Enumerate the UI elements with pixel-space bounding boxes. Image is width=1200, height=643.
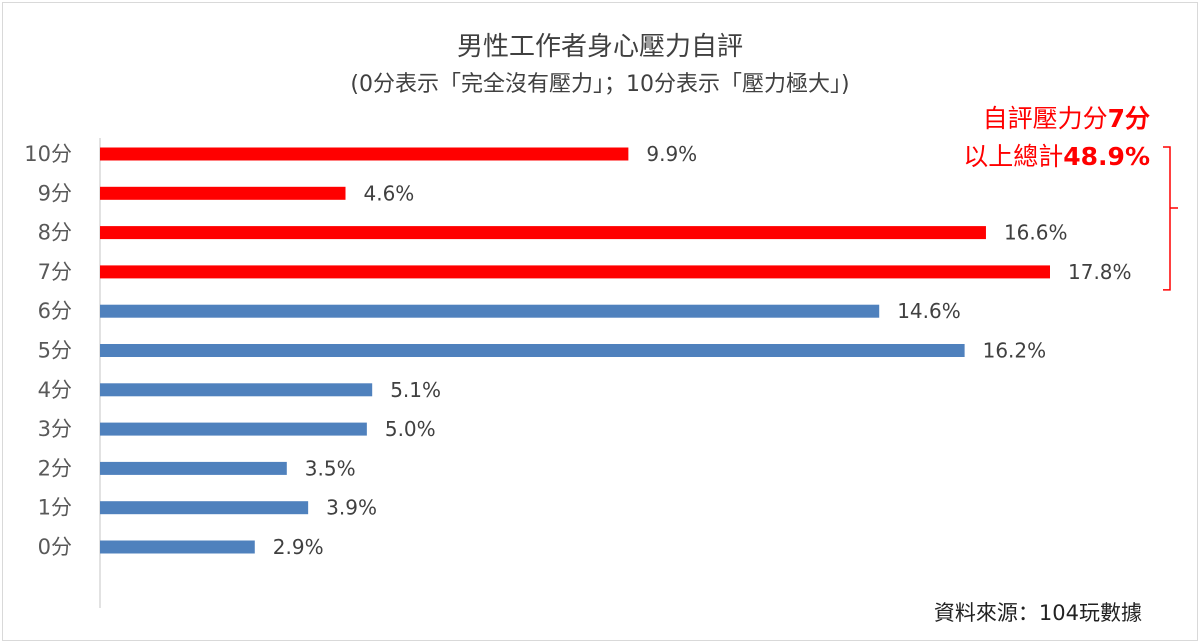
chart-title: 男性工作者身心壓力自評: [456, 32, 743, 62]
data-label: 16.2%: [983, 339, 1047, 363]
bar: [100, 226, 986, 240]
annotation-line-2-bold: 48.9%: [1063, 142, 1150, 171]
y-tick-label: 2分: [38, 456, 72, 480]
data-label: 3.9%: [326, 496, 377, 520]
y-tick-label: 7分: [38, 260, 72, 284]
y-tick-label: 10分: [24, 142, 72, 166]
y-tick-label: 5分: [38, 339, 72, 363]
annotation-line-1-text: 自評壓力分: [982, 104, 1108, 133]
highlight-bracket: [1163, 146, 1171, 291]
y-tick-label: 9分: [38, 181, 72, 205]
bar: [100, 147, 629, 161]
data-label: 14.6%: [897, 299, 961, 323]
y-tick-label: 4分: [38, 378, 72, 402]
bar: [100, 304, 880, 318]
bar: [100, 344, 965, 357]
data-label: 2.9%: [273, 535, 324, 559]
bar: [100, 383, 373, 397]
annotation-line-2-text: 以上總計: [963, 142, 1064, 171]
chart-subtitle: (0分表示「完全沒有壓力」；10分表示「壓力極大」): [350, 72, 850, 97]
y-tick-label: 6分: [38, 299, 72, 323]
bar: [100, 461, 287, 475]
bar: [100, 540, 255, 554]
data-label: 16.6%: [1004, 221, 1068, 245]
bar: [100, 186, 346, 200]
y-tick-label: 3分: [38, 417, 72, 441]
source-note: 資料來源：104玩數據: [933, 601, 1142, 625]
data-label: 17.8%: [1068, 260, 1132, 284]
data-label: 5.1%: [390, 378, 441, 402]
data-label: 4.6%: [364, 181, 415, 205]
highlight-annotation: 自評壓力分7分 以上總計48.9%: [963, 100, 1150, 176]
annotation-line-2: 以上總計48.9%: [963, 138, 1150, 176]
annotation-line-1: 自評壓力分7分: [963, 100, 1150, 138]
y-tick-label: 8分: [38, 221, 72, 245]
bar: [100, 422, 367, 436]
y-tick-label: 1分: [38, 496, 72, 520]
bar: [100, 501, 309, 515]
data-label: 9.9%: [646, 142, 697, 166]
data-label: 5.0%: [385, 417, 436, 441]
annotation-line-1-bold: 7分: [1107, 104, 1150, 133]
bar: [100, 265, 1050, 279]
data-label: 3.5%: [305, 456, 356, 480]
y-tick-label: 0分: [38, 535, 72, 559]
